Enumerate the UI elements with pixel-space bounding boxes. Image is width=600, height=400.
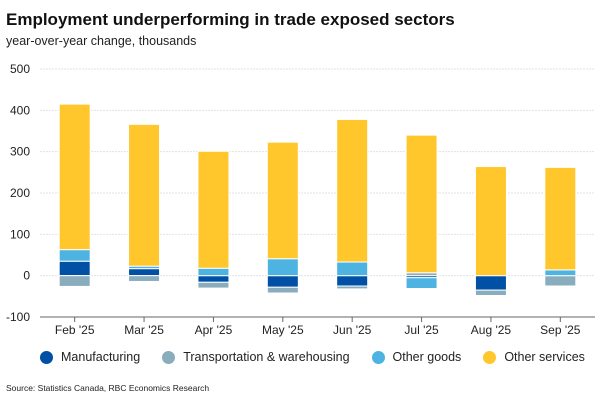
- bar-segment: [58, 260, 91, 277]
- legend-label: Other goods: [392, 350, 462, 364]
- bar-segment: [266, 275, 299, 288]
- source-note: Source: Statistics Canada, RBC Economics…: [6, 383, 210, 393]
- bar-segment: [128, 268, 161, 277]
- legend-swatch: [371, 350, 385, 364]
- legend-item-other-services: Other services: [483, 350, 585, 364]
- bar-segment: [58, 249, 91, 262]
- legend-label: Manufacturing: [61, 350, 141, 364]
- x-tick-label: Jun '25: [333, 323, 372, 337]
- y-tick-label: 300: [10, 145, 30, 159]
- bar-segment: [266, 141, 299, 260]
- y-tick-label: 0: [23, 269, 30, 283]
- bar-segment: [336, 285, 369, 290]
- bar-segment: [266, 286, 299, 294]
- bar-segment: [197, 267, 230, 277]
- x-tick-label: May '25: [262, 323, 304, 337]
- legend: Manufacturing Transportation & warehousi…: [40, 350, 585, 364]
- bar-segment: [336, 261, 369, 277]
- bar-segment: [474, 166, 507, 277]
- chart-title: Employment underperforming in trade expo…: [6, 10, 455, 29]
- y-tick-label: -100: [6, 310, 30, 324]
- bar-segment: [266, 258, 299, 277]
- legend-swatch: [40, 350, 53, 364]
- x-tick-label: Mar '25: [124, 323, 164, 337]
- legend-item-other-goods: Other goods: [371, 350, 462, 364]
- bar-segment: [405, 134, 438, 274]
- y-tick-label: 400: [10, 103, 30, 117]
- legend-label: Transportation & warehousing: [183, 350, 350, 364]
- x-tick-label: Jul '25: [404, 323, 439, 337]
- x-tick-label: Sep '25: [540, 323, 581, 337]
- bar-segment: [336, 275, 369, 287]
- bar-segment: [474, 275, 507, 291]
- bar-segment: [544, 269, 577, 277]
- bar-segment: [58, 103, 91, 251]
- x-tick-label: Feb '25: [55, 323, 95, 337]
- bar-segment: [197, 150, 230, 269]
- chart-subtitle: year-over-year change, thousands: [6, 34, 197, 48]
- bar-segment: [128, 275, 161, 282]
- legend-swatch: [483, 350, 497, 364]
- bar-segment: [544, 166, 577, 271]
- bar-segment: [544, 275, 577, 287]
- bar-segment: [474, 289, 507, 297]
- legend-swatch: [162, 350, 176, 364]
- y-tick-label: 100: [10, 227, 30, 241]
- bar-segment: [58, 275, 91, 287]
- bar-segment: [336, 118, 369, 263]
- bar-segment: [405, 277, 438, 289]
- bar-segment: [197, 275, 230, 283]
- bar-segment: [128, 123, 161, 267]
- x-tick-label: Apr '25: [195, 323, 233, 337]
- bar-segment: [197, 281, 230, 289]
- legend-label: Other services: [504, 350, 585, 364]
- y-tick-label: 200: [10, 186, 30, 200]
- legend-item-transportation: Transportation & warehousing: [162, 350, 350, 364]
- y-tick-label: 500: [10, 62, 30, 76]
- x-tick-label: Aug '25: [471, 323, 512, 337]
- legend-item-manufacturing: Manufacturing: [40, 350, 140, 364]
